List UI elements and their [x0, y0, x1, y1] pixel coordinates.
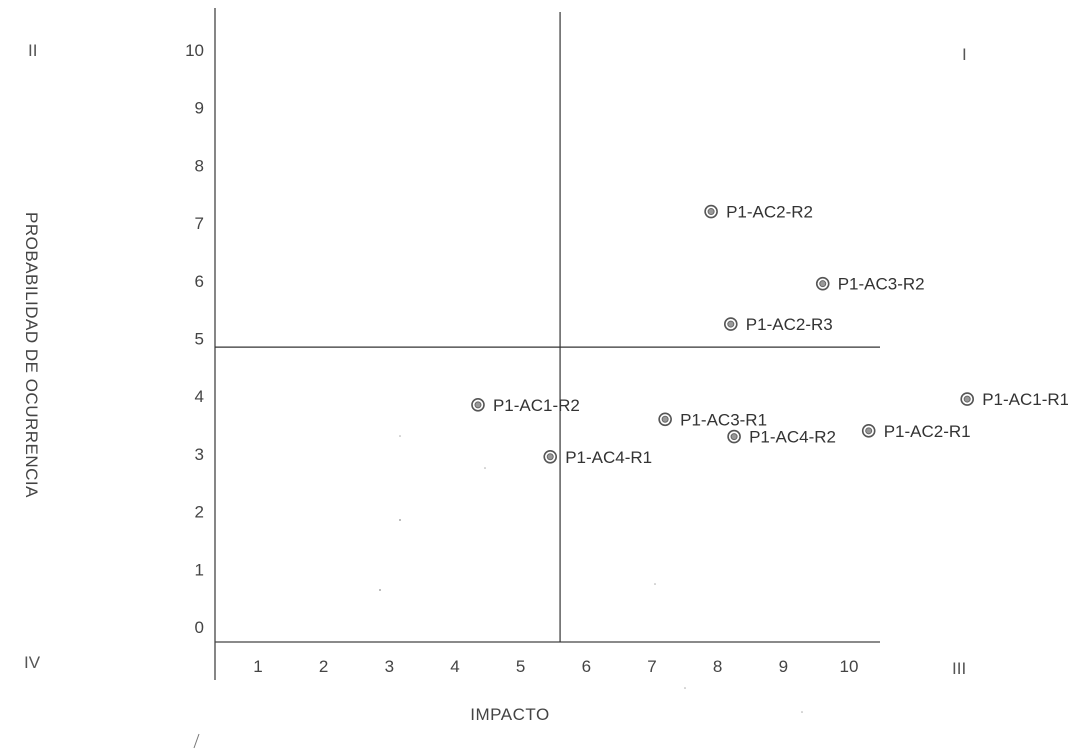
scan-speck: [399, 435, 401, 437]
data-point-label: P1-AC4-R1: [565, 448, 652, 467]
data-point-center: [474, 401, 482, 409]
y-tick-label: 9: [195, 99, 204, 118]
axes: [214, 8, 880, 680]
scan-speck: [654, 583, 656, 585]
data-point-center: [963, 395, 971, 403]
quadrant-label-top-right: I: [962, 45, 967, 64]
data-points: [471, 204, 975, 464]
tick-labels: 1 2 3 4 5 6 7 8 9 10 0 1 2 3 4 5 6 7 8 9 10: [185, 41, 858, 676]
scan-speck: [379, 589, 381, 591]
data-point-label: P1-AC2-R1: [884, 422, 971, 441]
x-tick-label: 7: [647, 657, 656, 676]
x-axis-title: IMPACTO: [470, 705, 549, 724]
y-tick-label: 3: [195, 445, 204, 464]
x-tick-label: 1: [253, 657, 262, 676]
x-tick-label: 10: [840, 657, 859, 676]
x-tick-label: 5: [516, 657, 525, 676]
x-tick-label: 8: [713, 657, 722, 676]
y-axis-title: PROBABILIDAD DE OCURRENCIA: [22, 212, 41, 498]
y-tick-label: 10: [185, 41, 204, 60]
y-tick-label: 7: [195, 214, 204, 233]
quadrant-dividers: [215, 12, 880, 642]
scan-speck: [684, 687, 686, 689]
data-point-label: P1-AC1-R2: [493, 396, 580, 415]
x-tick-label: 9: [779, 657, 788, 676]
data-point-center: [727, 320, 735, 328]
data-point-label: P1-AC1-R1: [982, 390, 1068, 409]
data-point-label: P1-AC2-R2: [726, 203, 813, 222]
scan-speck: [801, 711, 803, 713]
x-tick-label: 2: [319, 657, 328, 676]
y-tick-label: 0: [195, 618, 204, 637]
quadrant-label-bottom-right: III: [952, 659, 966, 678]
y-tick-label: 2: [195, 503, 204, 522]
x-tick-label: 6: [582, 657, 591, 676]
point-labels: P1-AC2-R2 P1-AC3-R2 P1-AC2-R3 P1-AC1-R2 P1-A…: [493, 203, 1068, 467]
x-tick-label: 3: [385, 657, 394, 676]
data-point-center: [707, 208, 715, 216]
data-point-label: P1-AC4-R2: [749, 428, 836, 447]
y-tick-label: 5: [195, 330, 204, 349]
data-point-label: P1-AC3-R1: [680, 410, 767, 429]
data-point-center: [819, 280, 827, 288]
data-point-center: [730, 433, 738, 441]
y-tick-label: 1: [195, 560, 204, 579]
data-point-label: P1-AC2-R3: [746, 315, 833, 334]
data-point-center: [546, 453, 554, 461]
quadrant-label-top-left: II: [28, 41, 37, 60]
data-point-center: [865, 427, 873, 435]
y-tick-label: 6: [195, 272, 204, 291]
x-tick-label: 4: [450, 657, 459, 676]
data-point-label: P1-AC3-R2: [838, 275, 925, 294]
y-tick-label: 8: [195, 156, 204, 175]
scan-mark: [193, 733, 200, 749]
data-point-center: [661, 415, 669, 423]
y-tick-label: 4: [195, 387, 204, 406]
scan-speck: [399, 519, 401, 521]
quadrant-label-bottom-left: IV: [24, 653, 41, 672]
scan-speck: [484, 467, 486, 469]
